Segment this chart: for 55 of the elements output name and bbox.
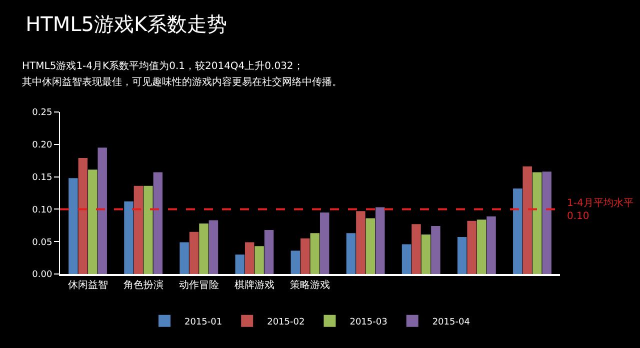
bar — [402, 244, 412, 274]
bar — [153, 172, 163, 274]
y-tick-label: 0.05 — [32, 238, 52, 248]
bar — [421, 234, 431, 274]
x-tick-label: 动作冒险 — [178, 279, 219, 291]
bar — [542, 172, 552, 274]
legend-label: 2015-03 — [350, 317, 388, 328]
y-tick-label: 0.10 — [32, 205, 52, 216]
y-tick-label: 0.00 — [32, 270, 52, 280]
bar — [366, 218, 376, 274]
chart-title: HTML5游戏K系数走势 — [26, 12, 228, 36]
bar — [124, 201, 134, 274]
bar — [431, 226, 440, 274]
bar — [467, 220, 476, 274]
bar — [199, 223, 208, 274]
bar — [244, 242, 254, 274]
legend-label: 2015-02 — [267, 317, 305, 328]
bar — [457, 237, 467, 274]
bar — [300, 238, 310, 274]
bar — [180, 242, 189, 274]
bar — [134, 186, 144, 274]
legend-label: 2015-01 — [184, 317, 222, 328]
bar — [254, 246, 264, 274]
bar — [320, 212, 330, 274]
y-tick-label: 0.15 — [32, 172, 52, 183]
x-tick-label: 角色扮演 — [123, 279, 164, 291]
bar — [356, 211, 366, 274]
bar — [78, 158, 88, 274]
y-tick-label: 0.20 — [32, 140, 52, 151]
text: 其中休闲益智表现最佳，可见趣味性的游戏内容更易在社交网络中传播。 — [22, 76, 342, 88]
bar — [412, 224, 421, 274]
bar — [486, 216, 496, 274]
y-tick-label: 0.25 — [32, 108, 52, 118]
x-tick-label: 策略游戏 — [290, 279, 330, 291]
bar — [189, 232, 199, 274]
bar — [346, 233, 356, 274]
bar — [208, 220, 218, 274]
bar — [98, 148, 107, 274]
ref-line-label: 1-4月平均水平 0.10 — [567, 197, 634, 222]
bar — [144, 186, 153, 274]
x-tick-label: 棋牌游戏 — [234, 279, 274, 291]
bar — [532, 172, 542, 274]
bar — [290, 250, 300, 274]
bar — [522, 166, 532, 274]
chart-subtitle: HTML5游戏1-4月K系数平均值为0.1，较2014Q4上升0.032； — [22, 60, 304, 72]
bar — [376, 207, 385, 274]
bar — [88, 170, 98, 274]
bar — [476, 220, 486, 274]
x-tick-label: 休闲益智 — [68, 279, 108, 291]
bar — [310, 233, 320, 274]
bar — [235, 254, 244, 274]
legend-label: 2015-04 — [432, 317, 470, 328]
bar — [68, 178, 78, 274]
bar — [513, 188, 522, 274]
bar — [264, 230, 274, 274]
